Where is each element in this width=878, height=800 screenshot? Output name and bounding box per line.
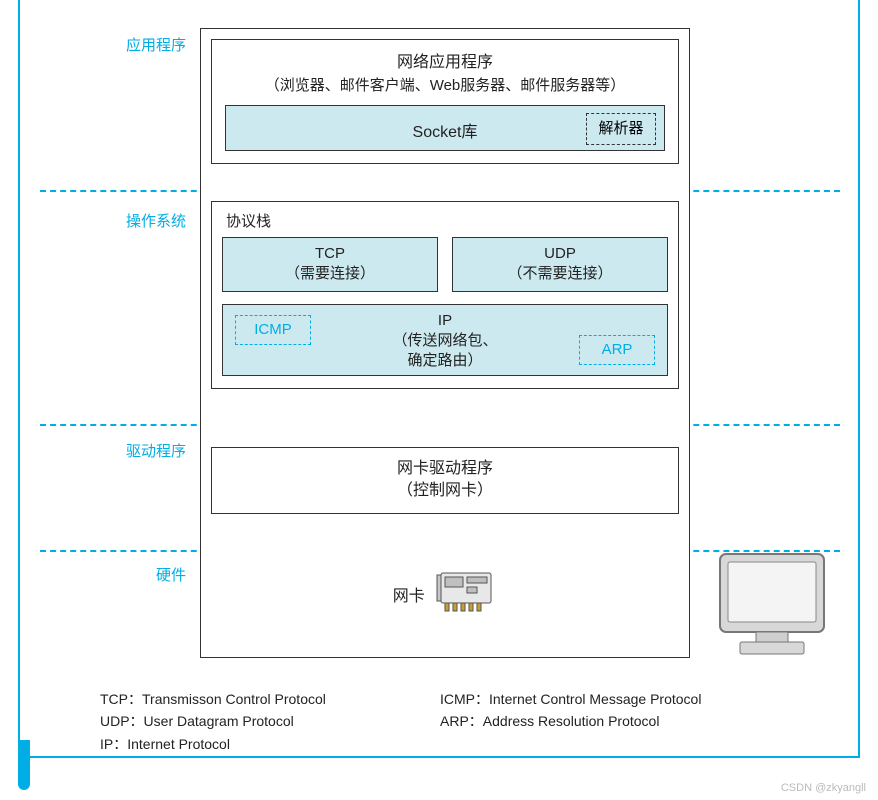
protocol-stack-box: 协议栈 TCP （需要连接） UDP （不需要连接） IP （传送网络包、 确定… bbox=[211, 201, 679, 389]
tcp-note: （需要连接） bbox=[223, 264, 437, 284]
udp-note: （不需要连接） bbox=[453, 264, 667, 284]
layer-label-driver: 驱动程序 bbox=[86, 440, 186, 461]
stack-title: 协议栈 bbox=[222, 210, 668, 237]
nic-row: 网卡 bbox=[211, 569, 679, 618]
layer-label-os: 操作系统 bbox=[86, 210, 186, 231]
tcp-udp-row: TCP （需要连接） UDP （不需要连接） bbox=[222, 237, 668, 292]
icmp-box: ICMP bbox=[235, 315, 311, 345]
legend-arp: ARP：Address Resolution Protocol bbox=[440, 710, 840, 732]
legend-tcp: TCP：Transmisson Control Protocol bbox=[100, 688, 440, 710]
tcp-box: TCP （需要连接） bbox=[222, 237, 438, 292]
nic-label: 网卡 bbox=[393, 582, 431, 606]
watermark: CSDN @zkyangll bbox=[781, 782, 866, 794]
udp-box: UDP （不需要连接） bbox=[452, 237, 668, 292]
app-title: 网络应用程序 bbox=[218, 48, 672, 72]
nic-card-icon bbox=[435, 569, 497, 618]
driver-line1: 网卡驱动程序 bbox=[212, 458, 678, 480]
layer-label-hw: 硬件 bbox=[86, 564, 186, 585]
resolver-box: 解析器 bbox=[586, 113, 656, 145]
app-subtitle: （浏览器、邮件客户端、Web服务器、邮件服务器等） bbox=[218, 74, 672, 95]
driver-box: 网卡驱动程序 （控制网卡） bbox=[211, 447, 679, 514]
ip-box: IP （传送网络包、 确定路由） ICMP ARP bbox=[222, 304, 668, 376]
layer-label-app: 应用程序 bbox=[86, 34, 186, 55]
arp-box: ARP bbox=[579, 335, 655, 365]
app-box: 网络应用程序 （浏览器、邮件客户端、Web服务器、邮件服务器等） Socket库… bbox=[211, 39, 679, 164]
main-stack: 网络应用程序 （浏览器、邮件客户端、Web服务器、邮件服务器等） Socket库… bbox=[200, 28, 690, 658]
tcp-name: TCP bbox=[223, 244, 437, 264]
legend: TCP：Transmisson Control Protocol ICMP：In… bbox=[100, 688, 840, 755]
legend-udp: UDP：User Datagram Protocol bbox=[100, 710, 440, 732]
corner-tab bbox=[18, 740, 30, 790]
driver-line2: （控制网卡） bbox=[212, 480, 678, 502]
socket-row: Socket库 解析器 bbox=[225, 105, 665, 151]
udp-name: UDP bbox=[453, 244, 667, 264]
monitor-icon bbox=[716, 550, 831, 665]
legend-icmp: ICMP：Internet Control Message Protocol bbox=[440, 688, 840, 710]
legend-ip: IP：Internet Protocol bbox=[100, 733, 440, 755]
